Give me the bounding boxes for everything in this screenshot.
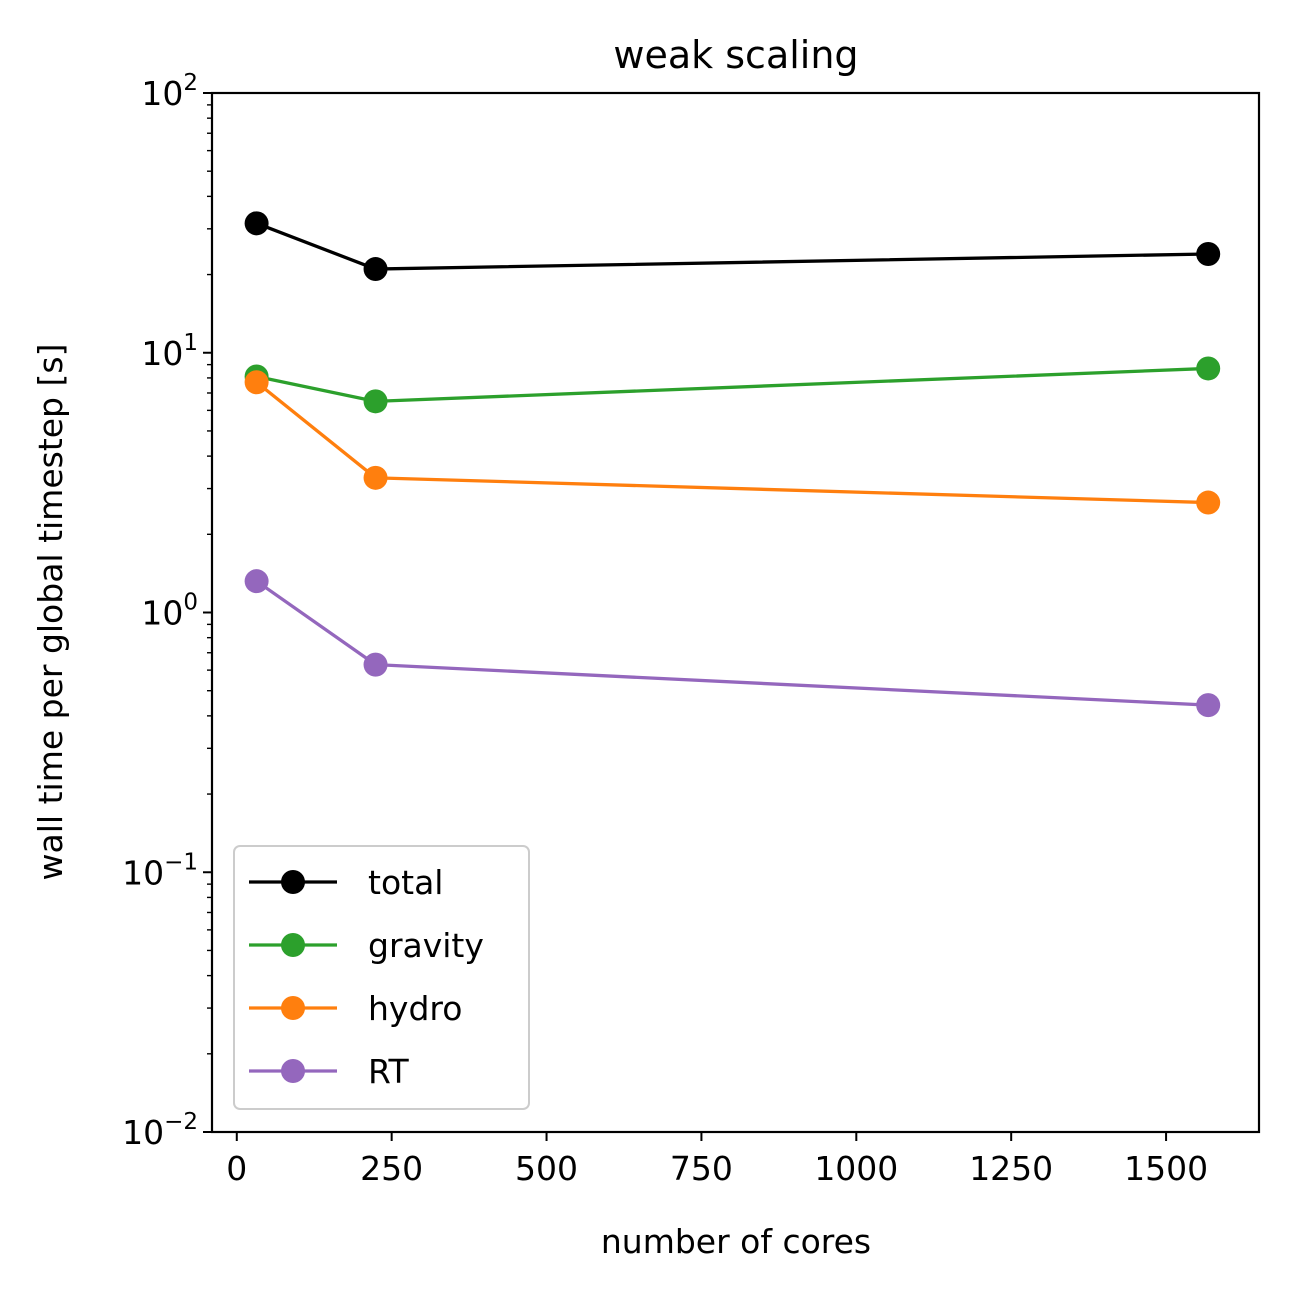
legend-label-rt: RT: [368, 1052, 410, 1091]
series-line-total: [256, 221, 1209, 271]
legend-marker-rt: [281, 1059, 305, 1083]
x-tick-label: 0: [226, 1149, 247, 1188]
y-tick-label: 101: [141, 330, 198, 373]
data-point-hydro: [1196, 490, 1221, 515]
x-tick-label: 1250: [969, 1149, 1053, 1188]
y-tick-label: 100: [141, 590, 198, 633]
x-axis-label: number of cores: [601, 1222, 871, 1261]
legend: total gravity hydro RT: [233, 845, 530, 1110]
plot-series: [244, 211, 1221, 718]
chart-title: weak scaling: [613, 33, 858, 77]
data-point-gravity: [363, 389, 388, 414]
x-tick-label: 1500: [1124, 1149, 1208, 1188]
legend-marker-gravity: [281, 933, 305, 957]
axis-ticks: 0 250 500 750 1000 1250 1500 10−2 10−1 100 101 102: [122, 70, 1208, 1188]
data-point-hydro: [244, 370, 269, 395]
data-point-total: [244, 211, 269, 236]
legend-label-hydro: hydro: [368, 989, 462, 1028]
y-tick-label: 10−2: [122, 1109, 198, 1152]
series-line-gravity: [256, 366, 1209, 403]
x-tick-label: 250: [360, 1149, 423, 1188]
x-tick-label: 500: [515, 1149, 578, 1188]
data-point-total: [363, 257, 388, 282]
legend-label-gravity: gravity: [368, 926, 484, 965]
x-tick-label: 1000: [814, 1149, 898, 1188]
legend-box: [233, 845, 530, 1110]
data-point-rt: [363, 652, 388, 677]
plot-frame: [210, 91, 1261, 1134]
y-tick-label: 102: [141, 70, 198, 113]
data-point-rt: [1196, 693, 1221, 718]
legend-label-total: total: [368, 863, 443, 902]
data-point-gravity: [1196, 356, 1221, 381]
legend-marker-total: [281, 870, 305, 894]
data-point-total: [1196, 241, 1221, 266]
legend-marker-hydro: [281, 996, 305, 1020]
y-tick-label: 10−1: [122, 849, 198, 892]
y-axis-label: wall time per global timestep [s]: [31, 344, 70, 881]
series-line-rt: [255, 579, 1209, 707]
data-point-rt: [244, 569, 269, 594]
x-tick-label: 750: [670, 1149, 733, 1188]
data-point-hydro: [363, 465, 388, 490]
